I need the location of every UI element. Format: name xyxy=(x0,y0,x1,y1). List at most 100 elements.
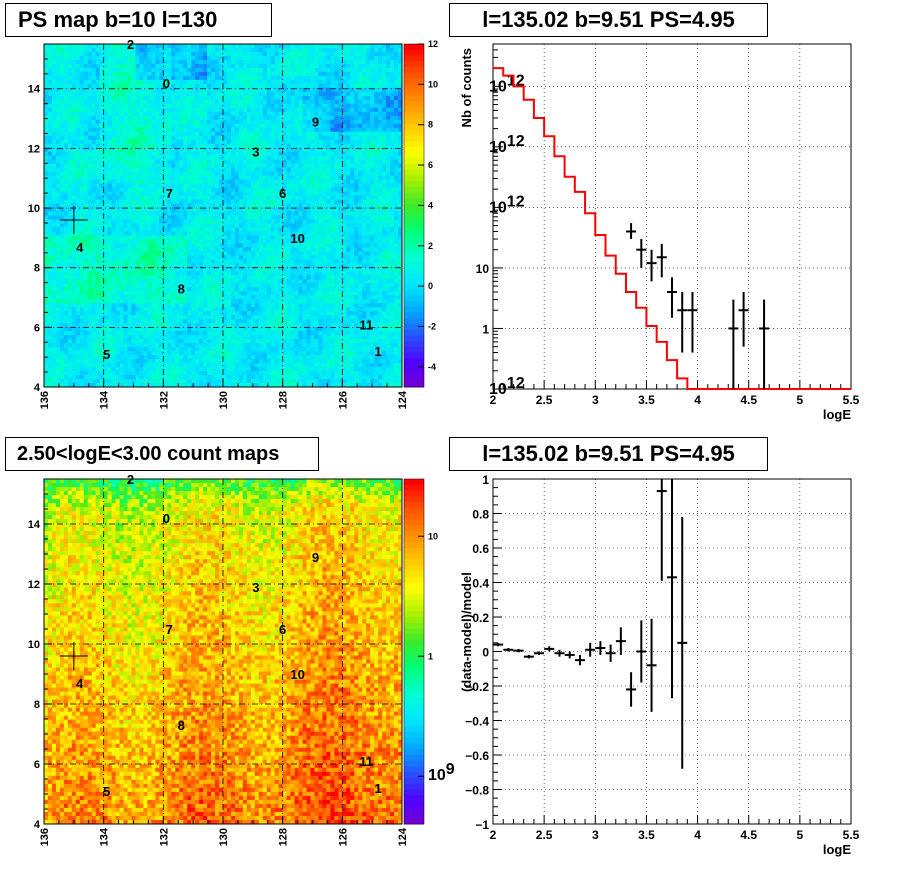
source-label-5: 5 xyxy=(103,347,110,362)
residual-ylabel: (data-model)/model xyxy=(459,572,474,692)
ps-map-colorbar-label: -2 xyxy=(428,321,436,331)
count-map-heatmap-cells xyxy=(44,479,403,825)
spectrum-xtick-label: 4 xyxy=(694,393,701,407)
ps-map-title: PS map b=10 l=130 xyxy=(5,3,272,37)
source-label-9: 9 xyxy=(312,550,319,565)
count-map-title: 2.50<logE<3.00 count maps xyxy=(5,437,319,471)
count-map-colorbar-label: 10 xyxy=(428,531,438,541)
count-map-ytick-label: 14 xyxy=(28,519,41,531)
ps-map-colorbar-label: 0 xyxy=(428,281,433,291)
count-map-xtick-label: 134 xyxy=(99,827,111,846)
ps-map-xtick-label: 130 xyxy=(218,391,230,409)
count-map-xtick-label: 136 xyxy=(39,828,51,846)
source-label-3: 3 xyxy=(252,580,259,595)
residual-xlabel: logE xyxy=(823,842,851,857)
ps-map-ytick-label: 6 xyxy=(34,322,40,334)
source-label-8: 8 xyxy=(178,282,185,297)
ps-map-ytick-label: 14 xyxy=(28,84,41,96)
ps-map-colorbar-label: 4 xyxy=(428,200,433,210)
source-label-8: 8 xyxy=(178,718,185,733)
residual-ytick-label: −1 xyxy=(475,818,489,832)
residual-xtick-label: 2 xyxy=(490,828,497,842)
source-label-4: 4 xyxy=(76,676,84,691)
count-map-xtick-label: 128 xyxy=(278,828,290,846)
ps-map-ytick-label: 8 xyxy=(34,263,40,275)
spectrum-xtick-label: 5 xyxy=(797,393,804,407)
source-label-2: 2 xyxy=(127,37,134,52)
source-label-2: 2 xyxy=(127,472,134,487)
spectrum-ylabel: Nb of counts xyxy=(459,48,474,127)
spectrum-xtick-label: 4.5 xyxy=(740,393,757,407)
spectrum-model-line xyxy=(493,67,851,390)
source-label-5: 5 xyxy=(103,784,110,799)
source-label-11: 11 xyxy=(359,754,373,769)
count-map-xtick-label: 132 xyxy=(158,828,170,846)
residual-ytick-label: −0.2 xyxy=(465,680,489,694)
residual-ytick-label: −0.8 xyxy=(465,784,489,798)
spectrum-xlabel: logE xyxy=(823,407,851,422)
ps-map-heatmap-cells xyxy=(44,44,403,388)
source-label-10: 10 xyxy=(290,667,304,682)
source-label-6: 6 xyxy=(279,186,286,201)
count-map-xtick-label: 124 xyxy=(397,827,409,846)
spectrum-ytick-label: 10 xyxy=(476,262,490,276)
residual-ytick-label: −0.4 xyxy=(465,715,489,729)
ps-map-colorbar-label: 10 xyxy=(428,79,438,89)
count-map-ytick-label: 4 xyxy=(34,819,41,831)
ps-map-xtick-label: 124 xyxy=(397,390,409,409)
residual-ytick-label: 0 xyxy=(482,646,489,660)
residual-xtick-label: 3.5 xyxy=(638,828,655,842)
ps-map-colorbar-label: -4 xyxy=(428,362,436,372)
source-label-7: 7 xyxy=(166,622,173,637)
count-map-xtick-label: 130 xyxy=(218,828,230,846)
residual-ytick-label: 1 xyxy=(482,473,489,487)
source-label-6: 6 xyxy=(279,622,286,637)
spectrum-ytick-label: 1 xyxy=(482,322,489,336)
spectrum-xtick-label: 2.5 xyxy=(536,393,553,407)
ps-map-xtick-label: 136 xyxy=(39,391,51,409)
residual-ytick-label: −0.6 xyxy=(465,749,489,763)
count-map-colorbar-label: 1 xyxy=(428,651,433,661)
count-map-ytick-label: 12 xyxy=(28,579,40,591)
residual-ytick-label: 0.8 xyxy=(472,508,489,522)
ps-map-colorbar xyxy=(404,44,424,388)
residual-ytick-label: 0.4 xyxy=(472,577,489,591)
spectrum-xtick-label: 5.5 xyxy=(843,393,860,407)
count-map-ytick-label: 6 xyxy=(34,759,40,771)
spectrum-xtick-label: 2 xyxy=(490,393,497,407)
ps-map-xtick-label: 132 xyxy=(158,391,170,409)
ps-map-ytick-label: 4 xyxy=(34,382,41,394)
residual-xtick-label: 3 xyxy=(592,828,599,842)
spectrum-title: l=135.02 b=9.51 PS=4.95 xyxy=(449,3,768,37)
source-label-7: 7 xyxy=(166,186,173,201)
ps-map-colorbar-label: 2 xyxy=(428,241,433,251)
source-label-1: 1 xyxy=(375,344,382,359)
ps-map-ytick-label: 10 xyxy=(28,203,40,215)
source-label-0: 0 xyxy=(163,511,170,526)
count-map-ytick-label: 10 xyxy=(28,639,40,651)
ps-map-colorbar-label: 8 xyxy=(428,120,433,130)
source-label-10: 10 xyxy=(290,231,304,246)
spectrum-xtick-label: 3.5 xyxy=(638,393,655,407)
residual-title: l=135.02 b=9.51 PS=4.95 xyxy=(449,437,768,471)
source-label-0: 0 xyxy=(163,76,170,91)
count-map-colorbar xyxy=(404,479,424,825)
residual-ytick-label: 0.6 xyxy=(472,542,489,556)
source-label-3: 3 xyxy=(252,144,259,159)
residual-xtick-label: 2.5 xyxy=(536,828,553,842)
residual-xtick-label: 4 xyxy=(694,828,701,842)
source-label-11: 11 xyxy=(359,317,373,332)
count-map-xtick-label: 126 xyxy=(337,828,349,846)
ps-map-xtick-label: 128 xyxy=(278,391,290,409)
ps-map-colorbar-frame xyxy=(403,43,425,388)
ps-map-xtick-label: 134 xyxy=(99,390,111,409)
count-map-ytick-label: 8 xyxy=(34,699,40,711)
ps-map-xtick-label: 126 xyxy=(337,391,349,409)
residual-ytick-label: 0.2 xyxy=(472,611,489,625)
ps-map-colorbar-label: 6 xyxy=(428,160,433,170)
source-label-4: 4 xyxy=(76,240,84,255)
residual-xtick-label: 4.5 xyxy=(740,828,757,842)
residual-xtick-label: 5 xyxy=(797,828,804,842)
spectrum-xtick-label: 3 xyxy=(592,393,599,407)
